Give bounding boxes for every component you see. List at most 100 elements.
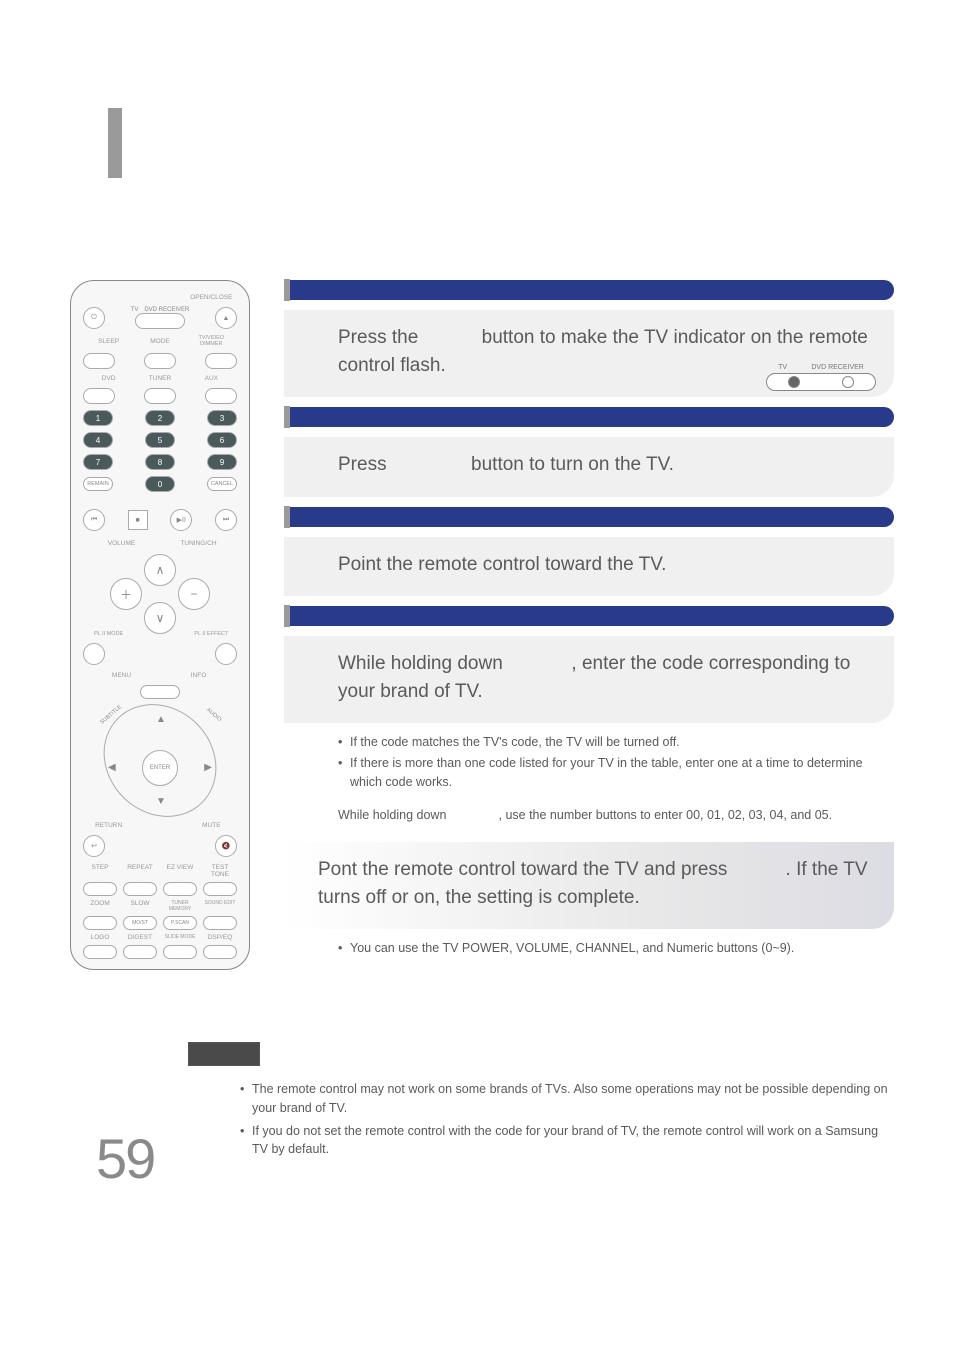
step-4-example: While holding down , use the number butt… <box>284 798 894 833</box>
note-1: The remote control may not work on some … <box>240 1080 894 1118</box>
label-mute: MUTE <box>186 822 237 829</box>
up-arrow-icon: ▲ <box>156 714 166 725</box>
num-7: 7 <box>83 454 113 470</box>
label-step: STEP <box>83 864 117 878</box>
label-sleep: SLEEP <box>83 338 134 345</box>
step-2-text-a: Press <box>338 454 392 475</box>
step-3: Point the remote control toward the TV. <box>284 507 894 597</box>
step-5-bullet-1: You can use the TV POWER, VOLUME, CHANNE… <box>338 939 874 958</box>
pleffect-button <box>215 643 237 665</box>
sleep-button <box>83 353 115 369</box>
num-3: 3 <box>207 410 237 426</box>
num-0: 0 <box>145 476 175 492</box>
label-aux: AUX <box>186 375 237 382</box>
play-pause-icon: ▶II <box>170 509 192 531</box>
step-1: Press the button to make the TV indicato… <box>284 280 894 397</box>
step-4-text-a: While holding down <box>338 653 508 674</box>
label-zoom: ZOOM <box>83 900 117 912</box>
dspeq-button <box>203 945 237 959</box>
label-dspeq: DSP/EQ <box>203 934 237 941</box>
soundedit-button <box>203 916 237 930</box>
step-5-bullets: You can use the TV POWER, VOLUME, CHANNE… <box>284 929 894 964</box>
step-1-text-a: Press the <box>338 327 424 348</box>
tv-indicator-illustration: TV DVD RECEIVER <box>766 364 876 391</box>
indicator-dot-tv <box>788 376 800 388</box>
menu-info-button <box>140 685 180 699</box>
step-5-text-a: Pont the remote control toward the TV an… <box>318 859 733 880</box>
ind-label-dvd: DVD RECEIVER <box>811 364 864 371</box>
slidemode-button <box>163 945 197 959</box>
step-4-banner <box>284 606 894 626</box>
digest-button <box>123 945 157 959</box>
label-soundedit: SOUND EDIT <box>203 900 237 912</box>
mode-switch <box>135 313 185 329</box>
label-tuner: TUNER <box>134 375 185 382</box>
mute-icon: 🔇 <box>215 835 237 857</box>
step-5-text: Pont the remote control toward the TV an… <box>318 856 874 911</box>
page-number: 59 <box>96 1126 154 1191</box>
note-2: If you do not set the remote control wit… <box>240 1122 894 1160</box>
step-5: Pont the remote control toward the TV an… <box>284 842 894 964</box>
label-tuning: TUNING/CH <box>160 540 237 547</box>
num-2: 2 <box>145 410 175 426</box>
step-4-bullet-2: If there is more than one code listed fo… <box>338 754 874 792</box>
section-bar <box>108 108 122 178</box>
next-icon: ⏭ <box>215 509 237 531</box>
stop-icon: ■ <box>128 510 148 530</box>
mode-button <box>144 353 176 369</box>
step-button <box>83 882 117 896</box>
label-info: INFO <box>160 672 237 679</box>
remain-button: REMAIN <box>83 477 113 491</box>
testtone-button <box>203 882 237 896</box>
step-2-banner <box>284 407 894 427</box>
left-arrow-icon: ◀ <box>108 762 116 773</box>
tuner-button <box>144 388 176 404</box>
aux-button <box>205 388 237 404</box>
plmode-button <box>83 643 105 665</box>
label-ezview: EZ VIEW <box>163 864 197 878</box>
step-3-banner <box>284 507 894 527</box>
step-1-banner <box>284 280 894 300</box>
ch-up-icon: ∧ <box>144 554 176 586</box>
label-tunermem: TUNER MEMORY <box>163 900 197 912</box>
label-open-close: OPEN/CLOSE <box>186 294 237 301</box>
note-badge <box>188 1042 260 1066</box>
label-audio: AUDIO <box>205 707 222 723</box>
indicator-dot-dvd <box>842 376 854 388</box>
num-6: 6 <box>207 432 237 448</box>
cancel-button: CANCEL <box>207 477 237 491</box>
dvd-button <box>83 388 115 404</box>
eject-icon: ▲ <box>215 307 237 329</box>
label-dvd: DVD <box>83 375 134 382</box>
step-4: While holding down , enter the code corr… <box>284 606 894 832</box>
logo-button <box>83 945 117 959</box>
label-logo: LOGO <box>83 934 117 941</box>
dpad: ▲ ▼ ◀ ▶ ENTER SUBTITLE AUDIO <box>100 708 220 813</box>
num-8: 8 <box>145 454 175 470</box>
step-4-text: While holding down , enter the code corr… <box>338 650 874 705</box>
vol-up-icon: ＋ <box>110 578 142 610</box>
label-return: RETURN <box>83 822 134 829</box>
num-4: 4 <box>83 432 113 448</box>
most-button: MO/ST <box>123 916 157 930</box>
ind-label-tv: TV <box>778 364 787 371</box>
remote-illustration: OPEN/CLOSE ⏻ TV DVD RECEIVER ▲ SLEEP MOD… <box>70 280 250 970</box>
step-2-text-b: button to turn on the TV. <box>466 454 674 475</box>
power-icon: ⏻ <box>83 307 105 329</box>
label-menu: MENU <box>83 672 160 679</box>
return-icon: ↩ <box>83 835 105 857</box>
step-4-ex-a: While holding down <box>338 808 450 822</box>
step-4-bullets: If the code matches the TV's code, the T… <box>284 723 894 797</box>
label-mode: MODE <box>134 338 185 345</box>
label-volume: VOLUME <box>83 540 160 547</box>
label-plmode: PL II MODE <box>83 631 134 637</box>
ch-down-icon: ∨ <box>144 602 176 634</box>
bottom-button-grid: STEP REPEAT EZ VIEW TEST TONE ZOOM SLOW … <box>83 864 237 959</box>
label-slow: SLOW <box>123 900 157 912</box>
step-2-text: Press button to turn on the TV. <box>338 451 874 479</box>
num-5: 5 <box>145 432 175 448</box>
repeat-button <box>123 882 157 896</box>
num-1: 1 <box>83 410 113 426</box>
num-9: 9 <box>207 454 237 470</box>
step-2: Press button to turn on the TV. <box>284 407 894 497</box>
